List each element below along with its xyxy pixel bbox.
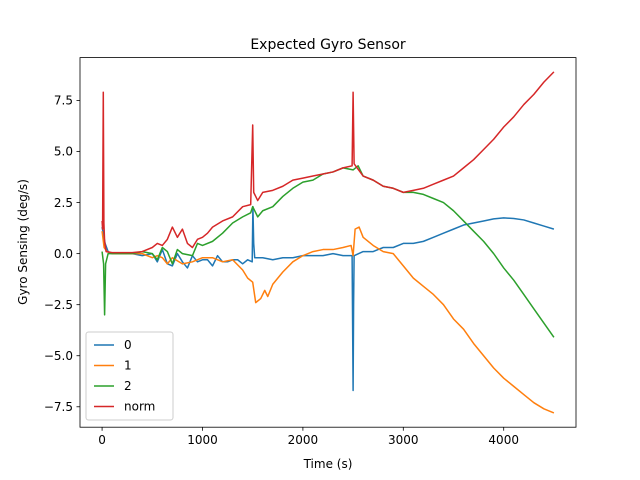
series-line-1: [101, 226, 555, 414]
x-tick-label: 1000: [187, 433, 218, 447]
y-tick-label: 7.5: [54, 94, 73, 108]
legend: 0 1 2 norm: [85, 331, 174, 421]
x-tick-label: 3000: [388, 433, 419, 447]
chart-title: Expected Gyro Sensor: [250, 37, 406, 53]
series-line-2: [101, 165, 555, 338]
plot-area: [101, 71, 555, 414]
series-line-0: [101, 205, 555, 392]
x-tick-label: 4000: [488, 433, 519, 447]
y-tick-label: −7.5: [44, 400, 73, 414]
y-tick-label: 2.5: [54, 196, 73, 210]
y-tick-label: 0.0: [54, 247, 73, 261]
y-axis: −7.5 −5.0 −2.5 0.0 2.5 5.0 7.5: [44, 94, 80, 414]
x-tick-label: 2000: [288, 433, 319, 447]
y-tick-label: 5.0: [54, 145, 73, 159]
legend-box: [85, 331, 174, 421]
legend-label: norm: [124, 400, 155, 414]
legend-label: 1: [124, 359, 132, 373]
y-tick-label: −2.5: [44, 298, 73, 312]
y-tick-label: −5.0: [44, 349, 73, 363]
x-tick-label: 0: [98, 433, 106, 447]
x-axis: 0 1000 2000 3000 4000: [98, 427, 519, 447]
axes-frame: [79, 57, 577, 428]
legend-label: 0: [124, 338, 132, 352]
series-line-norm: [101, 71, 555, 254]
y-axis-label: Gyro Sensing (deg/s): [16, 179, 30, 305]
x-axis-label: Time (s): [303, 457, 353, 471]
legend-label: 2: [124, 379, 132, 393]
